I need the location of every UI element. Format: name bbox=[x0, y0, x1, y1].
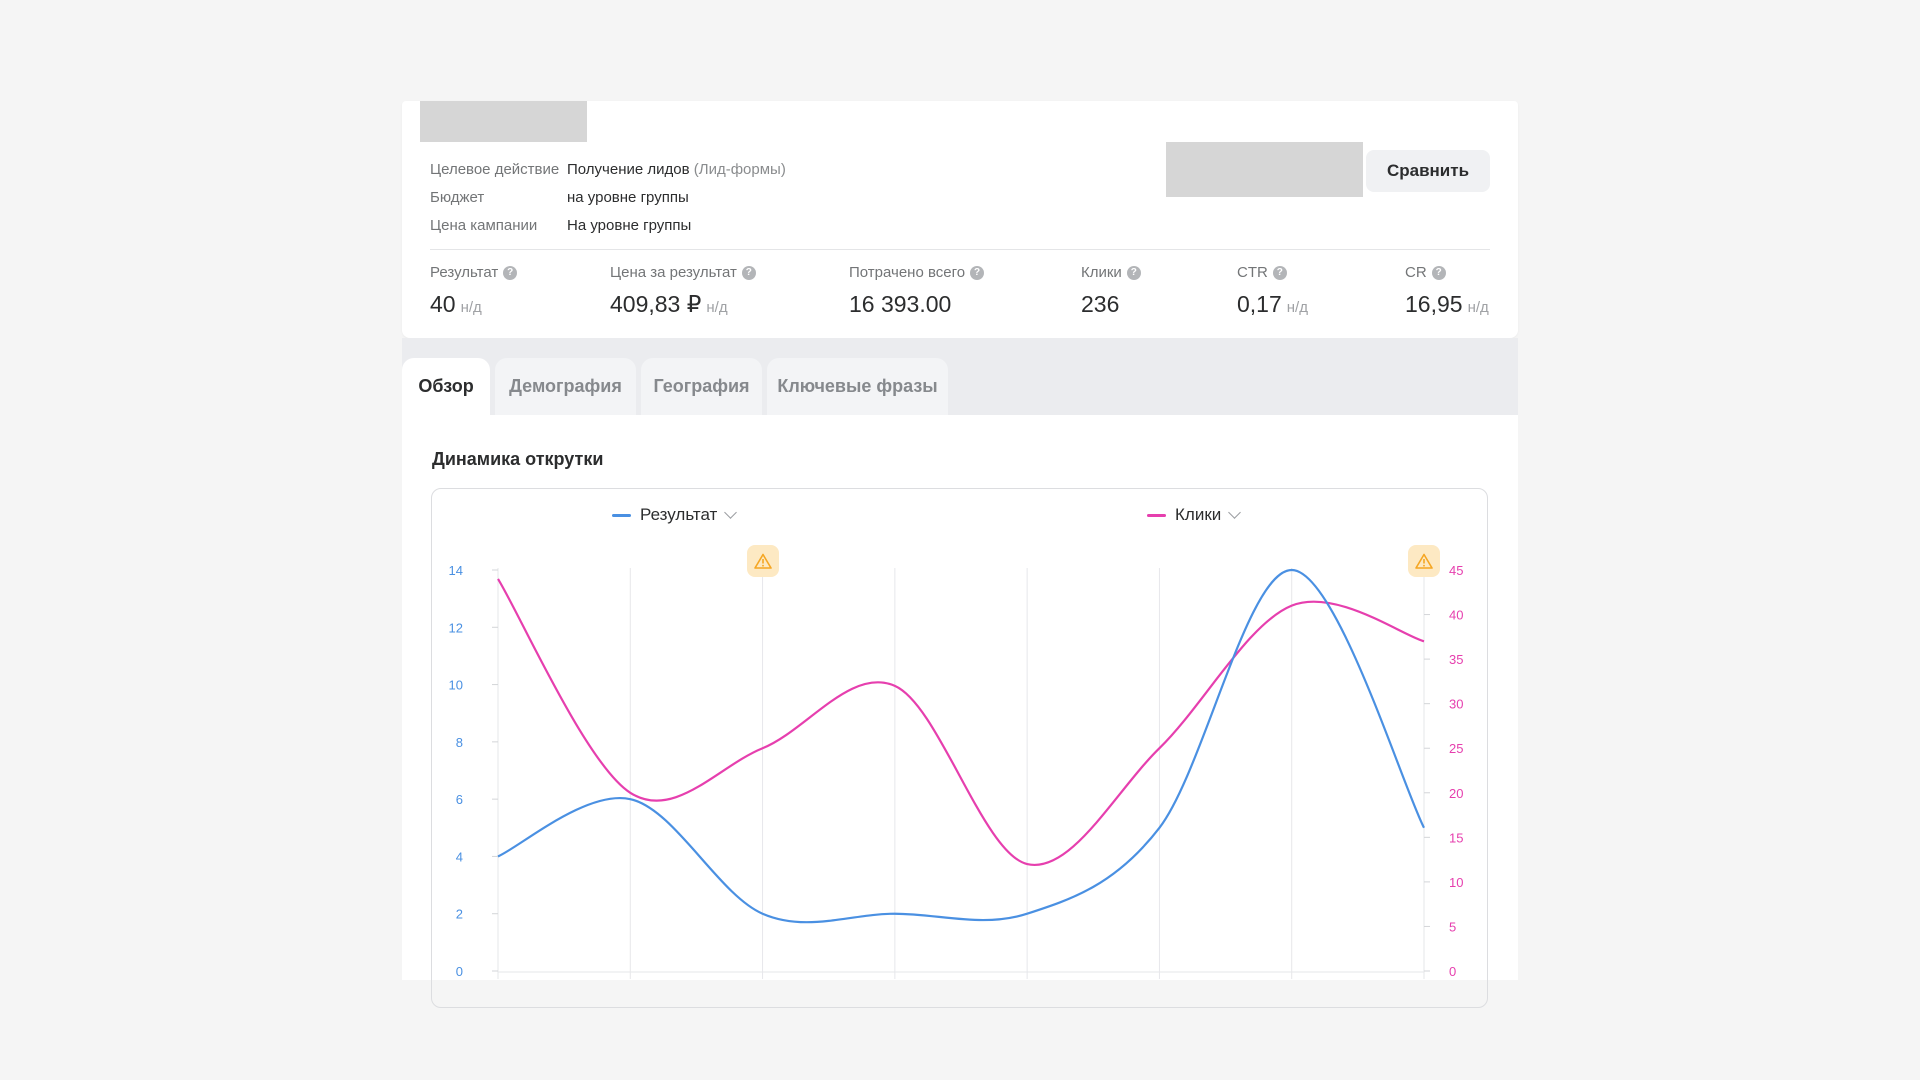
question-circle-icon[interactable]: ? bbox=[741, 265, 756, 280]
question-circle-icon[interactable]: ? bbox=[503, 265, 518, 280]
question-circle-icon[interactable]: ? bbox=[1126, 265, 1141, 280]
metric-ctr: CTR? 0,17 н/д bbox=[1237, 264, 1308, 318]
info-value-text: Получение лидов bbox=[567, 161, 690, 178]
right-axis-tick-label: 25 bbox=[1449, 741, 1463, 756]
metric-na: н/д bbox=[706, 299, 728, 316]
metric-na: н/д bbox=[460, 299, 482, 316]
right-axis-tick-label: 30 bbox=[1449, 697, 1463, 712]
warning-triangle-icon[interactable] bbox=[1408, 545, 1440, 577]
metric-total-spent: Потрачено всего? 16 393.00 bbox=[849, 264, 985, 318]
tab-demography[interactable]: Демография bbox=[495, 358, 636, 415]
left-axis-tick-label: 10 bbox=[449, 678, 463, 693]
metric-na: н/д bbox=[1286, 299, 1308, 316]
metric-label: CR bbox=[1405, 264, 1427, 281]
info-value: Получение лидов (Лид-формы) bbox=[567, 156, 786, 184]
metric-value: 16 393.00 bbox=[849, 291, 952, 317]
right-axis-tick-label: 10 bbox=[1449, 875, 1463, 890]
chevron-down-icon bbox=[724, 506, 738, 519]
metric-value: 0,17 bbox=[1237, 291, 1282, 317]
tab-overview[interactable]: Обзор bbox=[402, 358, 490, 415]
info-row-budget: Бюджет на уровне группы bbox=[430, 184, 786, 212]
legend-clicks-label: Клики bbox=[1175, 505, 1222, 524]
metric-label: Результат bbox=[430, 264, 499, 281]
campaign-info: Целевое действие Получение лидов (Лид-фо… bbox=[430, 156, 786, 240]
redacted-period-selector[interactable] bbox=[1166, 142, 1363, 197]
info-row-campaign-price: Цена кампании На уровне группы bbox=[430, 212, 786, 240]
left-axis-tick-label: 8 bbox=[456, 735, 463, 750]
info-label: Цена кампании bbox=[430, 217, 538, 234]
right-axis-tick-label: 20 bbox=[1449, 786, 1463, 801]
info-label: Целевое действие bbox=[430, 161, 560, 178]
legend-clicks-swatch bbox=[1147, 513, 1166, 517]
question-circle-icon[interactable]: ? bbox=[970, 265, 985, 280]
divider bbox=[430, 249, 1490, 250]
question-circle-icon[interactable]: ? bbox=[1272, 265, 1287, 280]
section-title: Динамика открутки bbox=[432, 449, 604, 469]
delivery-chart: 0 2 4 6 8 10 12 14 0 5 10 15 20 25 30 35 40 45 bbox=[449, 563, 1463, 979]
legend-result-dropdown[interactable]: Результат bbox=[612, 505, 738, 525]
metric-cost-per-result: Цена за результат? 409,83 ₽ н/д bbox=[610, 264, 756, 318]
metric-label: Клики bbox=[1081, 264, 1122, 281]
question-circle-icon[interactable]: ? bbox=[1431, 265, 1446, 280]
legend-result-swatch bbox=[612, 513, 631, 517]
right-axis-tick-label: 35 bbox=[1449, 652, 1463, 667]
left-axis-tick-label: 6 bbox=[456, 792, 463, 807]
compare-button[interactable]: Сравнить bbox=[1366, 150, 1490, 192]
left-axis-tick-label: 2 bbox=[456, 907, 463, 922]
metric-value: 16,95 bbox=[1405, 291, 1463, 317]
series-line-clicks bbox=[497, 578, 1425, 867]
right-axis-tick-label: 45 bbox=[1449, 563, 1463, 578]
legend-result-label: Результат bbox=[640, 505, 718, 524]
right-axis-tick-label: 5 bbox=[1449, 919, 1456, 934]
tab-key-phrases[interactable]: Ключевые фразы bbox=[767, 358, 948, 415]
metric-label: CTR bbox=[1237, 264, 1268, 281]
metric-value: 236 bbox=[1081, 291, 1120, 317]
chart-container: 0 2 4 6 8 10 12 14 0 5 10 15 20 25 30 35 40 45 Результат … bbox=[431, 488, 1488, 1008]
tab-geography[interactable]: География bbox=[641, 358, 762, 415]
overview-panel: Динамика открутки 0 2 4 6 8 10 12 14 0 5 10 15 20 25 3… bbox=[402, 415, 1518, 1008]
right-axis-tick-label: 15 bbox=[1449, 830, 1463, 845]
metric-result: Результат? 40 н/д bbox=[430, 264, 518, 318]
metric-cr: CR? 16,95 н/д bbox=[1405, 264, 1489, 318]
redacted-campaign-title bbox=[420, 101, 587, 142]
chevron-down-icon bbox=[1228, 506, 1242, 519]
right-axis-tick-label: 40 bbox=[1449, 608, 1463, 623]
info-value-extra: (Лид-формы) bbox=[693, 161, 786, 178]
left-axis-tick-label: 14 bbox=[449, 563, 463, 578]
info-value: На уровне группы bbox=[567, 217, 692, 234]
info-label: Бюджет bbox=[430, 189, 485, 206]
metric-clicks: Клики? 236 bbox=[1081, 264, 1141, 318]
metric-na: н/д bbox=[1467, 299, 1489, 316]
campaign-summary-card: Целевое действие Получение лидов (Лид-фо… bbox=[402, 101, 1518, 338]
left-axis-tick-label: 0 bbox=[456, 964, 463, 979]
metric-label: Потрачено всего bbox=[849, 264, 966, 281]
left-axis-tick-label: 12 bbox=[449, 620, 463, 635]
info-row-target-action: Целевое действие Получение лидов (Лид-фо… bbox=[430, 156, 786, 184]
metric-value: 40 bbox=[430, 291, 456, 317]
legend-clicks-dropdown[interactable]: Клики bbox=[1147, 505, 1242, 525]
left-axis-tick-label: 4 bbox=[456, 849, 463, 864]
info-value: на уровне группы bbox=[567, 189, 689, 206]
metric-value: 409,83 ₽ bbox=[610, 291, 702, 317]
series-line-result bbox=[497, 568, 1425, 924]
warning-triangle-icon[interactable] bbox=[746, 545, 779, 577]
metric-label: Цена за результат bbox=[610, 264, 737, 281]
right-axis-tick-label: 0 bbox=[1449, 964, 1456, 979]
